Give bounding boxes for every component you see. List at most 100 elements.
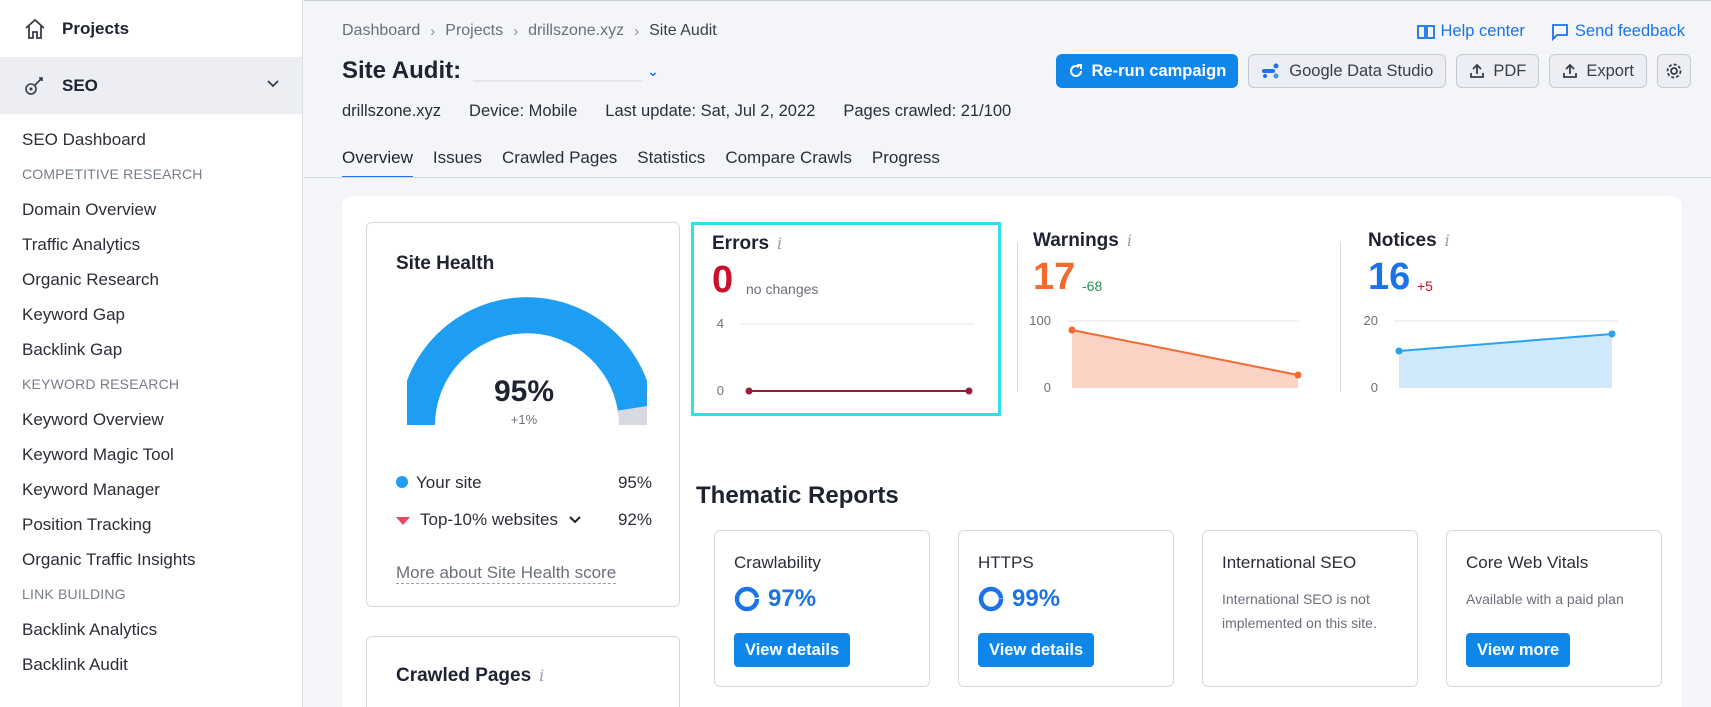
send-feedback-link[interactable]: Send feedback [1551, 22, 1685, 41]
report-title: Core Web Vitals [1466, 553, 1589, 572]
chevron-down-icon[interactable]: ⌄ [647, 62, 659, 79]
site-health-more-link[interactable]: More about Site Health score [396, 563, 617, 584]
rerun-campaign-button[interactable]: Re-run campaign [1055, 54, 1239, 88]
help-center-link[interactable]: Help center [1416, 22, 1525, 41]
errors-widget[interactable]: Errors i 0 no changes 4 0 [691, 222, 1001, 416]
sidebar-item[interactable]: Keyword Gap [22, 305, 125, 324]
site-health-card: Site Health 95% +1% Your site 95% Top-10… [366, 222, 680, 607]
errors-title: Errors i [712, 233, 782, 255]
tab-progress[interactable]: Progress [871, 148, 940, 167]
warnings-sparkline: 100 0 [1029, 313, 1302, 395]
main-area: Dashboard › Projects › drillszone.xyz › … [304, 0, 1711, 707]
tab-issues[interactable]: Issues [432, 148, 482, 167]
report-score: 97% [734, 585, 816, 613]
sidebar-seo[interactable]: SEO [0, 57, 302, 114]
gauge-fill [407, 297, 647, 426]
warnings-point [1068, 326, 1076, 334]
divider [1340, 242, 1341, 392]
send-feedback-label: Send feedback [1574, 22, 1685, 40]
sidebar-seo-label: SEO [62, 75, 98, 95]
notices-point [1395, 347, 1403, 355]
notices-sparkline: 20 0 [1364, 313, 1618, 395]
dot-icon [396, 476, 408, 488]
y-tick-label: 0 [1371, 380, 1378, 395]
top10-label: Top-10% websites [420, 510, 558, 529]
y-tick-label: 20 [1364, 313, 1378, 328]
warnings-point [1294, 371, 1302, 379]
google-data-studio-button[interactable]: Google Data Studio [1248, 54, 1447, 88]
sidebar-item[interactable]: Keyword Overview [22, 410, 164, 429]
redacted-project-name [473, 60, 644, 82]
breadcrumb-dashboard[interactable]: Dashboard [342, 22, 421, 39]
errors-sparkline: 4 0 [717, 316, 974, 398]
ring-icon [734, 586, 760, 612]
tab-compare-crawls[interactable]: Compare Crawls [725, 148, 852, 167]
info-icon[interactable]: i [1444, 231, 1450, 250]
overview-panel: Site Health 95% +1% Your site 95% Top-10… [342, 196, 1682, 707]
pdf-button[interactable]: PDF [1456, 54, 1540, 88]
sidebar-item[interactable]: Organic Research [22, 270, 160, 289]
notices-title: Notices i [1368, 230, 1450, 252]
sidebar-item-seo-dashboard[interactable]: SEO Dashboard [22, 130, 146, 149]
top10-marker [645, 392, 647, 396]
warnings-value: 17 [1033, 256, 1076, 298]
tab-crawled-pages[interactable]: Crawled Pages [502, 148, 618, 167]
breadcrumb-current: Site Audit [649, 22, 717, 39]
tab-overview[interactable]: Overview [342, 148, 413, 178]
y-tick-label: 100 [1029, 313, 1051, 328]
divider [304, 177, 1711, 178]
warnings-title-text: Warnings [1033, 230, 1119, 251]
breadcrumb-domain[interactable]: drillszone.xyz [528, 22, 625, 39]
chevron-right-icon: › [634, 22, 640, 40]
meta-last-update: Last update: Sat, Jul 2, 2022 [605, 102, 816, 120]
sidebar-item[interactable]: Backlink Gap [22, 340, 123, 359]
warnings-line [1071, 329, 1299, 376]
sidebar-projects[interactable]: Projects [0, 0, 302, 57]
notices-widget[interactable]: Notices i 16 +5 20 0 [1350, 222, 1660, 416]
notices-value: 16 [1368, 256, 1411, 298]
sidebar-item[interactable]: Backlink Analytics [22, 620, 158, 639]
report-international-seo: International SEO International SEO is n… [1202, 530, 1418, 687]
view-details-button[interactable]: View details [978, 633, 1095, 667]
seo-icon [22, 73, 48, 99]
sidebar-item[interactable]: Keyword Manager [22, 480, 160, 499]
errors-point [745, 387, 753, 395]
export-button[interactable]: Export [1549, 54, 1647, 88]
sidebar-item[interactable]: Domain Overview [22, 200, 157, 219]
home-icon [22, 16, 48, 42]
sidebar-item[interactable]: Traffic Analytics [22, 235, 141, 254]
sidebar-item[interactable]: Keyword Magic Tool [22, 445, 174, 464]
sidebar-heading: KEYWORD RESEARCH [22, 376, 180, 392]
chevron-down-icon [568, 516, 581, 524]
legend-top10[interactable]: Top-10% websites 92% [396, 510, 652, 530]
chevron-right-icon: › [430, 22, 436, 40]
report-score: 99% [978, 585, 1060, 613]
tab-statistics[interactable]: Statistics [637, 148, 706, 167]
view-details-button[interactable]: View details [734, 633, 851, 667]
site-health-delta: +1% [510, 412, 538, 427]
notices-title-text: Notices [1368, 230, 1437, 251]
chat-icon [1552, 23, 1568, 41]
errors-title-text: Errors [712, 233, 770, 254]
info-icon[interactable]: i [777, 234, 783, 253]
errors-point [965, 387, 973, 395]
notices-line [1398, 333, 1613, 352]
sidebar-item[interactable]: Backlink Audit [22, 655, 128, 674]
warnings-widget[interactable]: Warnings i 17 -68 100 0 [1015, 222, 1325, 416]
sidebar-heading: COMPETITIVE RESEARCH [22, 166, 203, 182]
view-more-button[interactable]: View more [1466, 633, 1571, 667]
crawled-pages-card: Crawled Pages i [366, 636, 680, 707]
settings-button[interactable] [1657, 54, 1691, 88]
chevron-down-icon[interactable] [266, 76, 280, 96]
meta-domain: drillszone.xyz [342, 102, 442, 120]
your-site-label: Your site [416, 473, 482, 492]
refresh-icon [1069, 64, 1082, 77]
sidebar-item[interactable]: Organic Traffic Insights [22, 550, 196, 569]
sidebar-item[interactable]: Position Tracking [22, 515, 152, 534]
meta-pages-crawled: Pages crawled: 21/100 [843, 102, 1012, 120]
info-icon[interactable]: i [539, 666, 545, 685]
info-icon[interactable]: i [1126, 231, 1132, 250]
notices-point [1608, 330, 1616, 338]
sidebar-heading: LINK BUILDING [22, 586, 126, 602]
breadcrumb-projects[interactable]: Projects [445, 22, 504, 39]
